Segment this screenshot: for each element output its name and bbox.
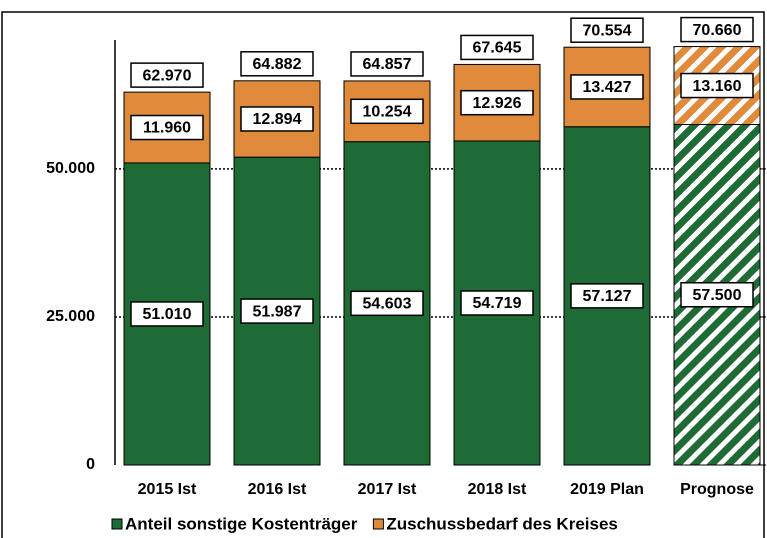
- y-tick-label: 0: [86, 456, 95, 473]
- x-tick-label: 2018 Ist: [468, 481, 527, 498]
- legend-label: Zuschussbedarf des Kreises: [386, 514, 617, 533]
- label-box: [130, 114, 204, 141]
- x-tick-label: Prognose: [680, 481, 754, 498]
- label-box: [460, 34, 534, 61]
- label-box: [460, 290, 534, 316]
- value-label: 57.127: [583, 288, 632, 305]
- label-box: [350, 290, 424, 317]
- x-tick-label: 2015 Ist: [138, 481, 197, 498]
- y-tick-label: 25.000: [46, 308, 95, 325]
- value-label: 64.882: [253, 56, 302, 73]
- frame: [1, 11, 765, 538]
- value-label: 54.603: [363, 296, 412, 313]
- value-label: 67.645: [473, 40, 522, 57]
- label-box: [680, 72, 754, 99]
- label-box: [350, 51, 424, 77]
- x-tick-label: 2019 Plan: [570, 481, 644, 498]
- label-box: [130, 62, 204, 88]
- value-label: 10.254: [363, 104, 412, 121]
- x-tick-label: 2016 Ist: [248, 481, 307, 498]
- label-box: [240, 51, 314, 77]
- label-box: [460, 89, 534, 116]
- label-box: [570, 17, 644, 43]
- legend-swatch: [111, 518, 123, 530]
- label-box: [680, 282, 754, 308]
- label-box: [570, 283, 644, 309]
- value-label: 13.427: [583, 79, 632, 96]
- value-label: 51.987: [253, 303, 302, 320]
- value-label: 13.160: [693, 78, 742, 95]
- label-box: [570, 74, 644, 100]
- value-label: 62.970: [143, 67, 192, 84]
- label-box: [680, 16, 754, 43]
- value-label: 70.554: [583, 22, 632, 39]
- value-label: 12.894: [253, 111, 302, 128]
- value-label: 54.719: [473, 295, 522, 312]
- legend-label: Anteil sonstige Kostenträger: [125, 514, 358, 533]
- label-box: [240, 298, 314, 324]
- value-label: 11.960: [143, 120, 191, 137]
- label-box: [130, 301, 204, 327]
- label-box: [350, 98, 424, 125]
- value-label: 70.660: [693, 22, 742, 39]
- legend-swatch: [372, 518, 384, 530]
- y-tick-label: 50.000: [46, 160, 95, 177]
- value-label: 12.926: [473, 95, 522, 112]
- value-label: 51.010: [143, 306, 192, 323]
- label-box: [240, 106, 314, 132]
- value-label: 57.500: [693, 287, 742, 304]
- value-label: 64.857: [363, 56, 412, 73]
- x-tick-label: 2017 Ist: [358, 481, 417, 498]
